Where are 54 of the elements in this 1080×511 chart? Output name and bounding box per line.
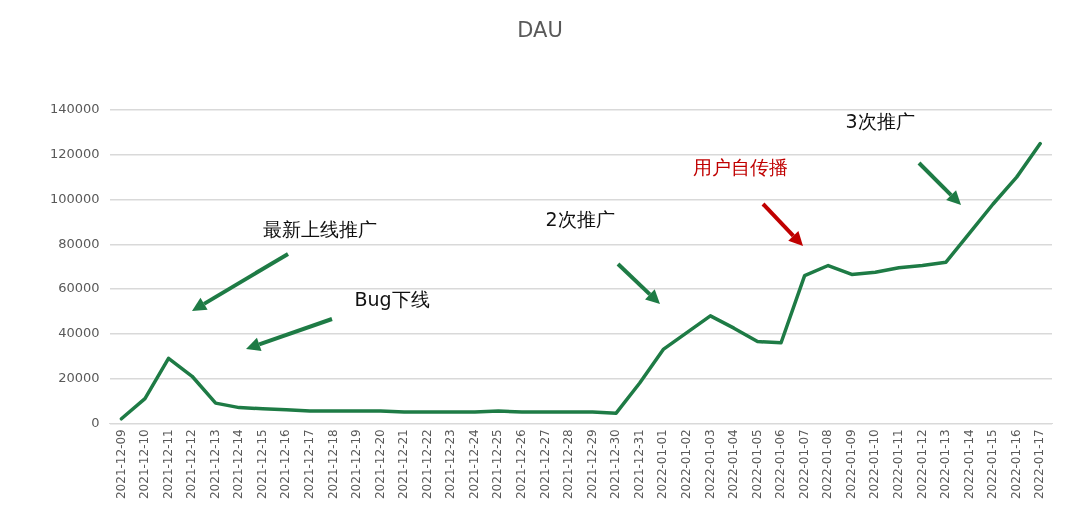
x-tick-label: 2021-12-09 [113,429,128,500]
x-tick-label: 2021-12-20 [372,429,387,500]
x-tick-label: 2022-01-15 [985,429,1000,500]
x-tick-label: 2022-01-02 [678,429,693,500]
x-tick-label: 2021-12-31 [631,429,646,500]
x-tick-label: 2022-01-01 [655,429,670,500]
x-tick-label: 2022-01-14 [961,429,976,500]
y-tick-label: 40000 [58,325,100,341]
y-tick-label: 80000 [58,235,100,251]
annotation: 最新上线推广 [263,217,377,242]
y-tick-label: 140000 [49,101,100,117]
x-tick-label: 2022-01-08 [820,429,835,500]
x-tick-label: 2022-01-06 [773,429,788,500]
annotation: 3次推广 [845,109,915,134]
y-tick-label: 0 [91,414,100,430]
x-tick-label: 2021-12-16 [278,429,293,500]
x-tick-label: 2021-12-13 [207,429,222,500]
x-tick-label: 2022-01-11 [890,429,905,500]
x-tick-label: 2021-12-28 [561,429,576,500]
x-tick-label: 2021-12-11 [160,429,175,500]
x-tick-label: 2021-12-12 [184,429,199,500]
x-tick-label: 2022-01-03 [702,429,717,500]
x-tick-label: 2021-12-10 [137,429,152,500]
x-tick-label: 2021-12-17 [302,429,317,500]
x-tick-label: 2021-12-27 [537,429,552,500]
annotation: Bug下线 [354,287,430,312]
x-tick-label: 2022-01-09 [843,429,858,500]
x-tick-label: 2021-12-15 [254,429,269,500]
x-tick-label: 2022-01-10 [867,429,882,500]
chart-title: DAU [516,18,564,42]
x-tick-label: 2022-01-17 [1032,429,1047,500]
x-tick-label: 2021-12-19 [349,429,364,500]
x-tick-label: 2022-01-13 [938,429,953,500]
x-tick-label: 2021-12-22 [419,429,434,500]
y-tick-label: 60000 [58,280,100,296]
x-tick-label: 2021-12-25 [490,429,505,500]
x-tick-label: 2021-12-14 [231,429,246,500]
x-tick-label: 2022-01-04 [726,429,741,500]
x-tick-label: 2021-12-21 [396,429,411,500]
x-tick-label: 2021-12-29 [584,429,599,500]
x-tick-label: 2022-01-07 [796,429,811,500]
y-tick-label: 100000 [49,190,100,206]
x-tick-label: 2022-01-12 [914,429,929,500]
x-tick-label: 2022-01-05 [749,429,764,500]
annotation: 2次推广 [545,207,615,232]
y-tick-label: 20000 [58,369,100,385]
x-tick-label: 2021-12-23 [443,429,458,500]
x-tick-label: 2021-12-26 [514,429,529,500]
x-tick-label: 2021-12-18 [325,429,340,500]
x-tick-label: 2021-12-30 [608,429,623,500]
x-tick-label: 2021-12-24 [466,429,481,500]
x-tick-label: 2022-01-16 [1008,429,1023,500]
annotation: 用户自传播 [692,155,788,180]
y-tick-label: 120000 [49,146,100,162]
